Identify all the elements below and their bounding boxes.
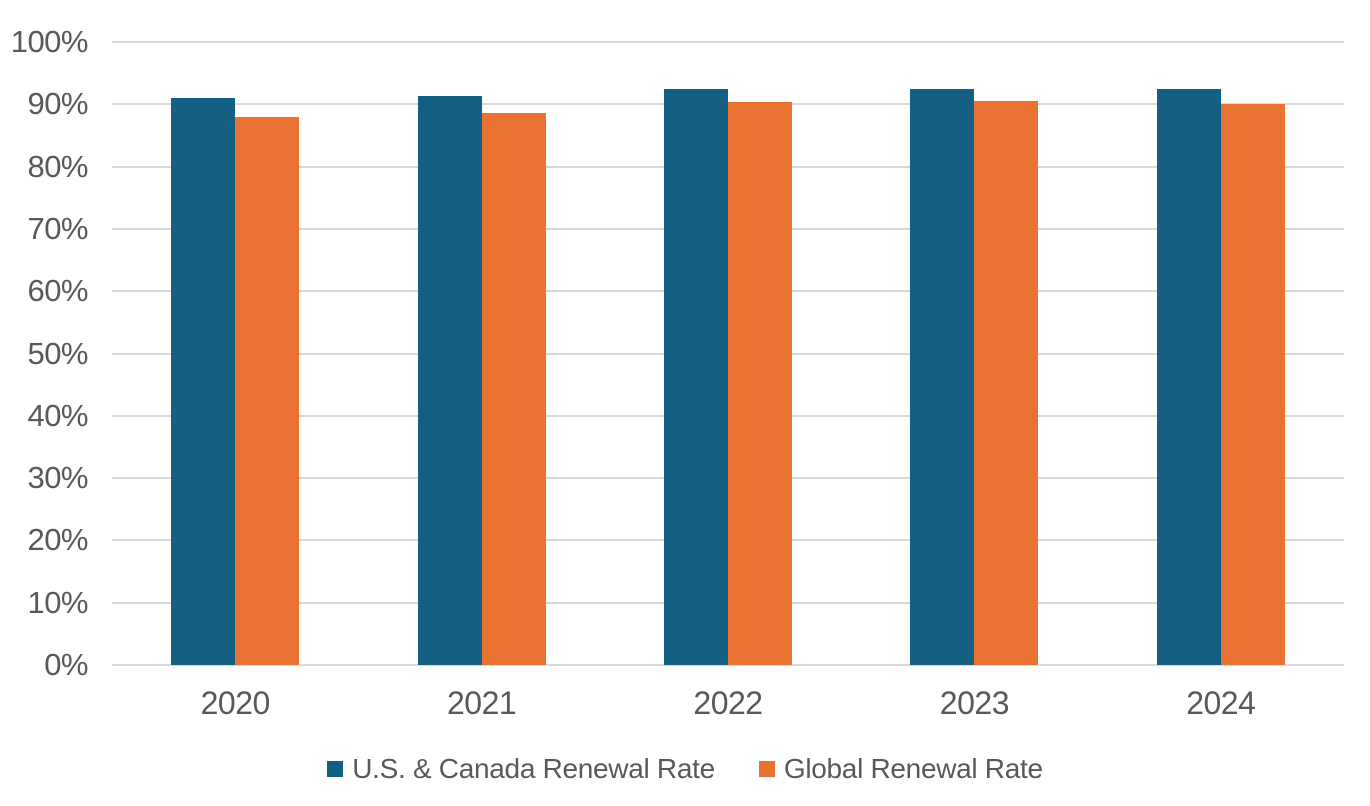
legend-swatch-icon — [327, 761, 344, 777]
y-tick-label: 40% — [27, 397, 88, 433]
y-tick-label: 60% — [27, 273, 88, 309]
y-tick-label: 30% — [27, 460, 88, 496]
y-tick-label: 70% — [27, 210, 88, 246]
x-tick-label-2022: 2022 — [693, 685, 763, 721]
legend-swatch-icon — [758, 761, 775, 777]
bar-2020-series2 — [235, 116, 300, 665]
legend-item-series1: U.S. & Canada Renewal Rate — [327, 753, 715, 785]
bar-2022-series1 — [664, 88, 728, 665]
bar-2023-series2 — [974, 101, 1039, 665]
y-tick-label: 90% — [27, 86, 88, 122]
x-tick-label-2021: 2021 — [447, 685, 517, 721]
legend: U.S. & Canada Renewal Rate Global Renewal… — [0, 752, 1370, 786]
bar-2024-series2 — [1220, 103, 1285, 665]
y-tick-label: 50% — [27, 335, 88, 371]
legend-label: Global Renewal Rate — [783, 753, 1043, 784]
y-tick-label: 0% — [44, 647, 88, 682]
gridline-0% — [112, 664, 1344, 666]
y-tick-label: 100% — [10, 24, 89, 59]
x-tick-label-2020: 2020 — [200, 685, 271, 721]
x-tick-label-2023: 2023 — [939, 685, 1010, 721]
x-tick-label-2024: 2024 — [1186, 685, 1256, 721]
bar-2022-series2 — [728, 102, 792, 665]
y-tick-label: 20% — [27, 522, 88, 558]
legend-item-series2: Global Renewal Rate — [758, 753, 1043, 785]
bar-2024-series1 — [1156, 88, 1221, 665]
y-tick-label: 10% — [27, 584, 88, 620]
legend-label: U.S. & Canada Renewal Rate — [352, 753, 715, 784]
y-tick-label: 80% — [27, 148, 88, 184]
bar-2020-series1 — [171, 98, 236, 665]
bar-2023-series1 — [910, 88, 975, 665]
bar-2021-series2 — [481, 113, 546, 665]
gridline-100% — [112, 41, 1344, 43]
bar-2021-series1 — [417, 96, 482, 665]
